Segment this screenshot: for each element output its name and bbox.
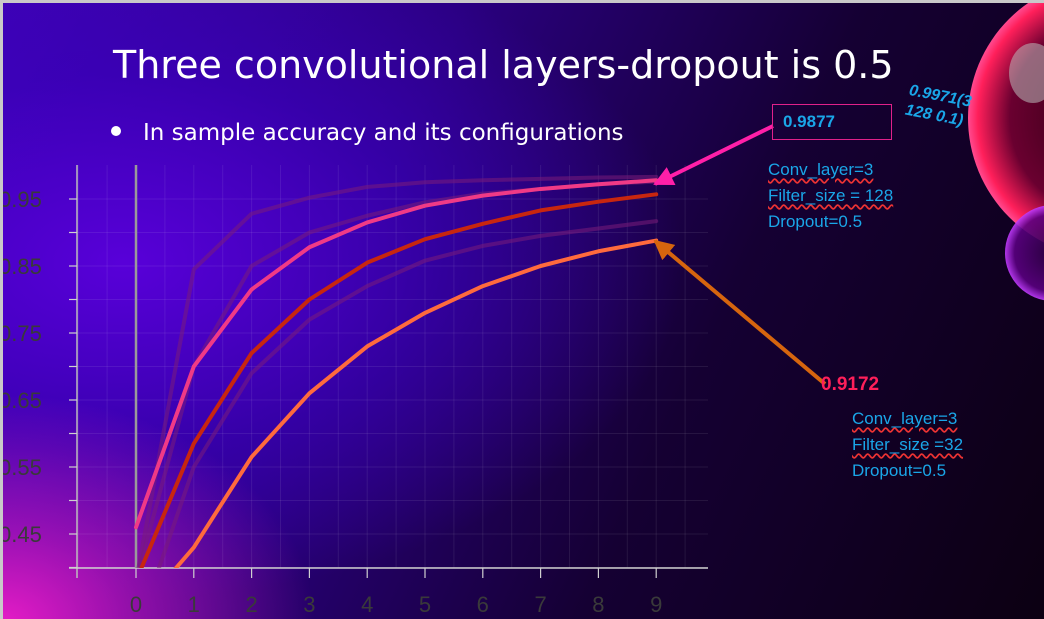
second-config: Conv_layer=3 Filter_size =32 Dropout=0.5 xyxy=(852,406,963,484)
second-config-line-1: Conv_layer=3 xyxy=(852,409,958,428)
second-config-line-3: Dropout=0.5 xyxy=(852,461,947,480)
y-tick-label: 0.85 xyxy=(3,254,42,279)
best-config-line-3: Dropout=0.5 xyxy=(768,212,863,231)
x-tick-label: 4 xyxy=(361,592,373,617)
x-tick-label: 9 xyxy=(650,592,662,617)
x-tick-label: 7 xyxy=(534,592,546,617)
best-value: 0.9877 xyxy=(783,112,835,131)
second-value: 0.9172 xyxy=(821,374,880,395)
y-tick-label: 0.45 xyxy=(3,522,42,547)
best-value-box xyxy=(772,104,892,140)
series-line-faint xyxy=(136,174,659,568)
x-tick-label: 0 xyxy=(130,592,142,617)
pink-arrow xyxy=(653,124,774,186)
decorative-bubble-highlight xyxy=(1009,43,1044,103)
bullet-item: In sample accuracy and its configuration… xyxy=(111,120,624,146)
best-config: Conv_layer=3 Filter_size = 128 Dropout=0… xyxy=(768,157,893,235)
y-tick-label: 0.75 xyxy=(3,321,42,346)
series-line-best xyxy=(134,178,659,530)
series-line-orange xyxy=(173,238,659,568)
x-tick-label: 3 xyxy=(303,592,315,617)
y-tick-label: 0.65 xyxy=(3,388,42,413)
x-tick-label: 8 xyxy=(592,592,604,617)
orange-arrow xyxy=(653,239,827,386)
y-tick-label: 0.95 xyxy=(3,187,42,212)
slide: 0.45 0.55 0.65 0.75 0.85 0.95 0 1 2 3 4 5 6 7 8 9 Three… xyxy=(3,3,1044,619)
bullet-text: In sample accuracy and its configuration… xyxy=(143,120,624,146)
x-tick-label: 6 xyxy=(477,592,489,617)
chart-series xyxy=(134,174,659,568)
y-tick-label: 0.55 xyxy=(3,455,42,480)
decorative-bubble-small xyxy=(1005,205,1044,301)
best-config-line-1: Conv_layer=3 xyxy=(768,160,874,179)
second-config-line-2: Filter_size =32 xyxy=(852,435,964,454)
accuracy-line-chart: 0.45 0.55 0.65 0.75 0.85 0.95 0 1 2 3 4 5 6 7 8 9 xyxy=(3,3,1044,617)
x-tick-label: 5 xyxy=(419,592,431,617)
slide-title: Three convolutional layers-dropout is 0.… xyxy=(113,43,894,87)
x-tick-label: 2 xyxy=(245,592,257,617)
series-line-red xyxy=(139,192,659,568)
series-line-faint xyxy=(156,219,659,568)
best-config-line-2: Filter_size = 128 xyxy=(768,186,894,205)
chart-axes: 0.45 0.55 0.65 0.75 0.85 0.95 0 1 2 3 4 5 6 7 8 9 xyxy=(3,165,708,617)
x-tick-label: 1 xyxy=(188,592,200,617)
bullet-dot-icon xyxy=(111,125,121,136)
